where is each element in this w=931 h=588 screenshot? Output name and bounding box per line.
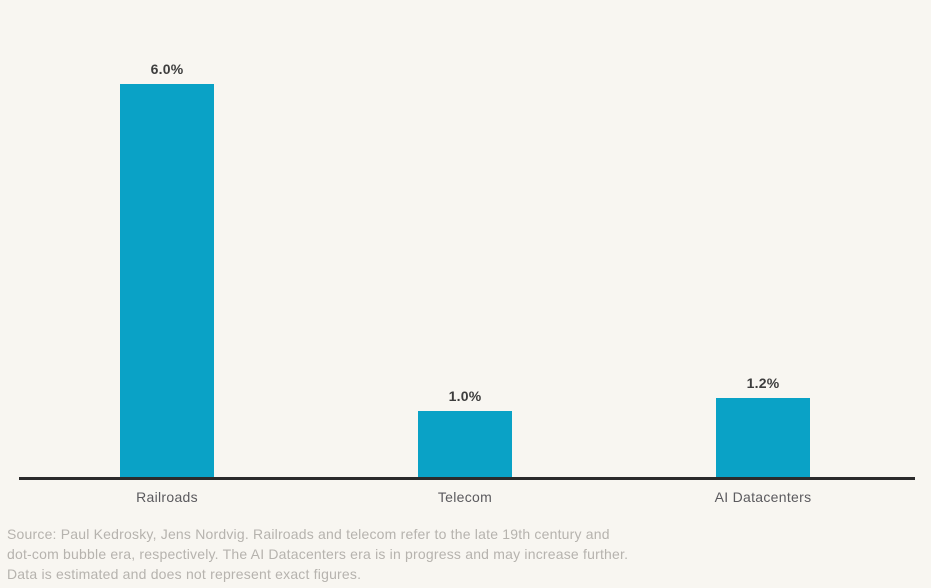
bar-ai-datacenters	[716, 398, 810, 477]
category-label-telecom: Telecom	[437, 489, 493, 505]
x-axis-line	[19, 477, 915, 480]
source-note: Source: Paul Kedrosky, Jens Nordvig. Rai…	[7, 524, 907, 584]
category-label-railroads: Railroads	[136, 489, 198, 505]
bar-railroads	[120, 84, 214, 477]
category-label-ai-datacenters: AI Datacenters	[714, 489, 812, 505]
bar-value-label-railroads: 6.0%	[150, 61, 184, 77]
bar-value-label-ai-datacenters: 1.2%	[746, 375, 780, 391]
plot-area: 6.0% Railroads 1.0% Telecom 1.2% AI Datacente…	[120, 61, 812, 505]
bar-telecom	[418, 411, 512, 477]
source-note-line-1: Source: Paul Kedrosky, Jens Nordvig. Rai…	[7, 526, 610, 542]
bar-value-label-telecom: 1.0%	[448, 388, 482, 404]
source-note-line-2: dot-com bubble era, respectively. The AI…	[7, 546, 629, 562]
source-note-line-3: Data is estimated and does not represent…	[7, 566, 362, 582]
